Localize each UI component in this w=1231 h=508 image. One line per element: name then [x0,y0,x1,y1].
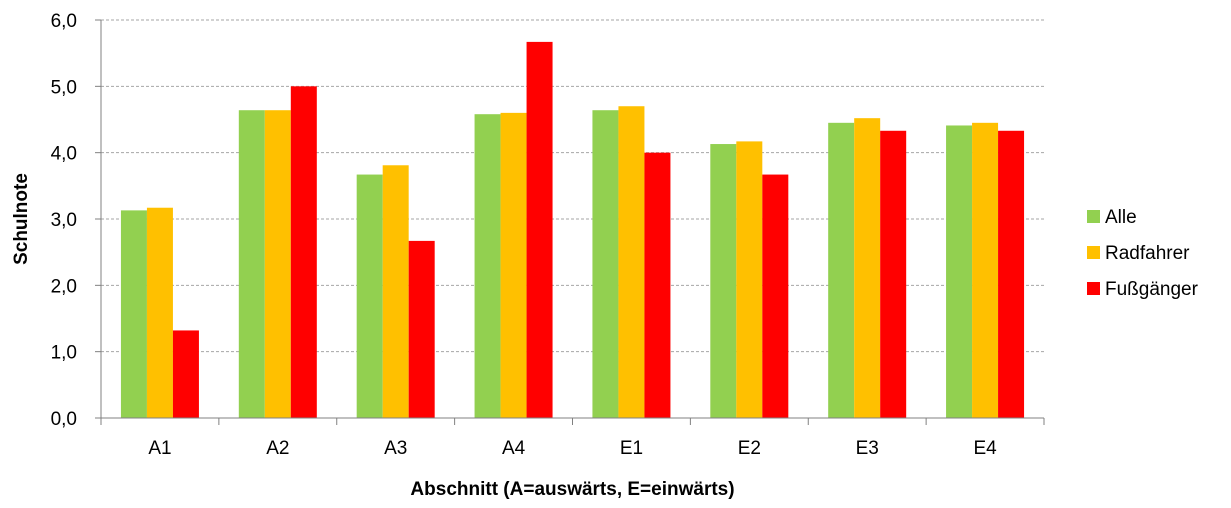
axes [95,19,1045,425]
bar-radfahrer-e1 [618,106,645,418]
bar-fußgänger-e3 [880,130,907,418]
y-tick-label: 1,0 [51,343,77,364]
bar-alle-e2 [710,144,737,418]
bars [120,41,1025,419]
bar-fußgänger-a4 [526,41,553,418]
bar-radfahrer-e3 [854,118,881,418]
x-tick-label: A4 [502,438,526,459]
bar-radfahrer-a1 [146,207,173,418]
bar-radfahrer-a2 [264,110,291,419]
x-tick-label: A1 [148,438,171,459]
bar-alle-e1 [592,110,619,419]
bar-alle-a1 [120,210,147,418]
bar-fußgänger-e4 [998,130,1025,418]
bar-fußgänger-a3 [408,240,435,418]
y-tick-label: 3,0 [51,210,77,231]
x-tick-label: E4 [973,438,997,459]
bar-fußgänger-a2 [290,86,317,418]
legend-swatch-radfahrer [1087,246,1100,259]
y-tick-labels: 0,0 1,0 2,0 3,0 4,0 5,0 6,0 [51,11,77,430]
bar-alle-a2 [238,110,265,419]
bar-fußgänger-a1 [172,330,199,418]
y-axis-title: Schulnote [11,173,32,265]
bar-radfahrer-a4 [500,112,527,418]
y-tick-label: 5,0 [51,77,77,98]
x-tick-labels: A1 A2 A3 A4 E1 E2 E3 E4 [148,438,997,459]
legend-label: Fußgänger [1105,279,1199,300]
bar-fußgänger-e2 [762,174,789,418]
y-tick-label: 6,0 [51,11,77,32]
bar-alle-a4 [474,114,501,419]
legend-label: Radfahrer [1105,243,1190,264]
legend-label: Alle [1105,207,1137,228]
x-tick-label: A2 [266,438,289,459]
y-tick-label: 2,0 [51,276,77,297]
bar-alle-a3 [356,174,383,418]
bar-radfahrer-e2 [736,141,763,418]
bar-alle-e3 [828,122,855,419]
y-tick-label: 0,0 [51,409,77,430]
bar-fußgänger-e1 [644,152,671,418]
x-tick-label: E1 [620,438,643,459]
bar-radfahrer-e4 [972,122,999,419]
x-tick-label: A3 [384,438,407,459]
legend-swatch-alle [1087,210,1100,223]
legend: Alle Radfahrer Fußgänger [1087,207,1199,300]
bar-radfahrer-a3 [382,165,409,418]
legend-swatch-fußgänger [1087,282,1100,295]
x-tick-label: E2 [738,438,761,459]
bar-alle-e4 [946,125,973,418]
x-tick-label: E3 [856,438,879,459]
y-tick-label: 4,0 [51,144,77,165]
x-axis-title: Abschnitt (A=auswärts, E=einwärts) [410,479,734,500]
